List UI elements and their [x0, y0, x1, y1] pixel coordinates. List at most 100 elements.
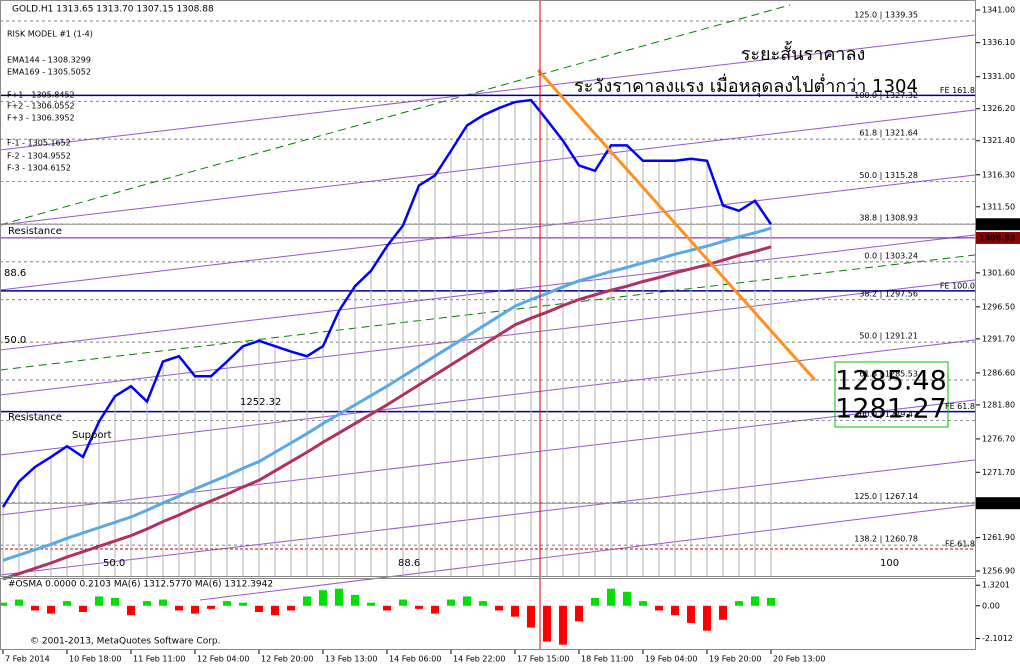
- series-line: [2, 226, 772, 562]
- y-tick-label: 1341.00: [982, 6, 1015, 15]
- y-tick-label: 1256.90: [982, 566, 1015, 575]
- x-tick-label: 12 Feb 04:00: [197, 655, 249, 664]
- fe-label: FE 161.8: [940, 86, 975, 95]
- osma-bar: [47, 605, 55, 614]
- chart-label: 88.6: [398, 558, 420, 569]
- osma-bar: [159, 599, 167, 606]
- chart-label: 50.0: [103, 558, 125, 569]
- osma-bar: [463, 596, 471, 606]
- osma-bar: [255, 605, 263, 613]
- osma-bar: [703, 605, 711, 631]
- fib-label: 61.8 | 1321.64: [859, 129, 918, 138]
- legend-entry: EMA169 - 1305.5052: [7, 68, 91, 77]
- y-tick-label: 1286.60: [982, 368, 1015, 377]
- fib-label: 50.0 | 1315.28: [859, 171, 918, 180]
- osma-bar: [767, 597, 775, 606]
- y-tick-label: 1296.50: [982, 302, 1015, 311]
- sub-tick-label: -2.1012: [982, 634, 1013, 643]
- fib-label: 138.2 | 1260.78: [854, 535, 918, 544]
- osma-bar: [655, 605, 663, 611]
- osma-bar: [687, 605, 695, 623]
- price-box: [976, 231, 1020, 244]
- price-box-label: 1267.06: [979, 499, 1016, 508]
- series-line: [1, 98, 773, 508]
- x-tick-label: 14 Feb 22:00: [453, 655, 505, 664]
- chart-label: Resistance: [8, 226, 62, 237]
- annotation: F+3 - 1306.3952: [7, 114, 75, 123]
- fe-label: FE 61.8: [945, 402, 975, 411]
- chart-label: Resistance: [8, 412, 62, 423]
- price-box-label: 1308.88: [979, 220, 1016, 229]
- osma-bar: [287, 605, 295, 611]
- osma-bar: [751, 596, 759, 606]
- annotation: RISK MODEL #1 (1-4): [7, 30, 93, 39]
- osma-bar: [719, 605, 727, 620]
- annotation: F-2 - 1304.9552: [7, 152, 71, 161]
- y-tick-label: 1271.70: [982, 468, 1015, 477]
- osma-bar: [447, 599, 455, 606]
- fib-label: 61.8 | 1285.53: [859, 370, 918, 379]
- osma-bar: [303, 596, 311, 606]
- x-tick-label: 7 Feb 2014: [5, 655, 50, 664]
- sub-tick-label: 0.00: [982, 601, 1000, 610]
- chart-label: 50.0: [4, 335, 26, 346]
- osma-bar: [175, 605, 183, 611]
- sub-title: #OSMA 0.0000 0.2103 MA(6) 1312.5770 MA(6…: [8, 580, 273, 590]
- y-tick-label: 1331.00: [982, 72, 1015, 81]
- sub-tick-label: 1.3201: [982, 581, 1010, 590]
- osma-bar: [735, 601, 743, 606]
- osma-bar: [399, 599, 407, 606]
- chart-label: 100: [880, 558, 899, 569]
- y-tick-label: 1316.30: [982, 170, 1015, 179]
- chart-label: 88.6: [4, 268, 26, 279]
- text-layer: GOLD.H1 1313.65 1313.70 1307.15 1308.88 …: [4, 5, 1020, 664]
- price-box: [976, 218, 1020, 231]
- fib-label: 0.0 | 1303.24: [864, 251, 918, 260]
- osma-bar: [143, 601, 151, 606]
- fib-label: 38.8 | 1308.93: [859, 213, 918, 222]
- fib-label: 50.0 | 1291.21: [859, 332, 918, 341]
- x-tick-label: 18 Feb 11:00: [581, 655, 633, 664]
- price-box-label: 1306.83: [979, 233, 1015, 242]
- fe-label: FE 61.8: [945, 539, 975, 548]
- osma-bar: [607, 588, 615, 606]
- osma-bar: [575, 605, 583, 622]
- fib-label: 100.0 | 1327.32: [854, 91, 918, 100]
- y-tick-label: 1281.80: [982, 400, 1015, 409]
- osma-bar: [111, 597, 119, 606]
- y-tick-label: 1276.70: [982, 434, 1015, 443]
- price-box: [976, 497, 1020, 510]
- x-tick-label: 11 Feb 11:00: [133, 655, 185, 664]
- osma-bar: [383, 605, 391, 611]
- osma-bar: [511, 605, 519, 617]
- target-value: 1285.48: [835, 366, 947, 397]
- annotation: F+1 - 1305.8452: [7, 91, 75, 100]
- osma-bar: [79, 605, 87, 613]
- note-title: ระยะสั้นราคาลง: [741, 41, 866, 65]
- osma-bar: [0, 602, 7, 606]
- osma-bar: [335, 588, 343, 606]
- osma-bar: [127, 605, 135, 616]
- osma-bar: [31, 605, 39, 611]
- note-text: ระวังราคาลงแรง เมื่อหลุดลงไปต่ำกว่า 1304: [574, 73, 918, 97]
- plot: [0, 98, 775, 645]
- main-frame: [0, 0, 976, 577]
- x-tick-label: 17 Feb 15:00: [517, 655, 569, 664]
- osma-bar: [191, 605, 199, 614]
- osma-bar: [63, 601, 71, 606]
- osma-bar: [271, 605, 279, 616]
- y-tick-label: 1261.90: [982, 533, 1015, 542]
- fib-label: 38.2 | 1297.56: [859, 289, 918, 298]
- x-tick-label: 19 Feb 20:00: [709, 655, 761, 664]
- fib-label: 100.0 | 1279.47: [854, 410, 918, 419]
- osma-bar: [351, 594, 359, 606]
- osma-bar: [239, 602, 247, 606]
- y-tick-label: 1321.40: [982, 136, 1015, 145]
- osma-bar: [367, 602, 375, 606]
- x-tick-label: 10 Feb 18:00: [69, 655, 121, 664]
- osma-bar: [415, 605, 423, 609]
- chart-label: Support: [72, 430, 112, 441]
- target-box: [834, 361, 949, 428]
- annotation: F+2 - 1306.0552: [7, 102, 75, 111]
